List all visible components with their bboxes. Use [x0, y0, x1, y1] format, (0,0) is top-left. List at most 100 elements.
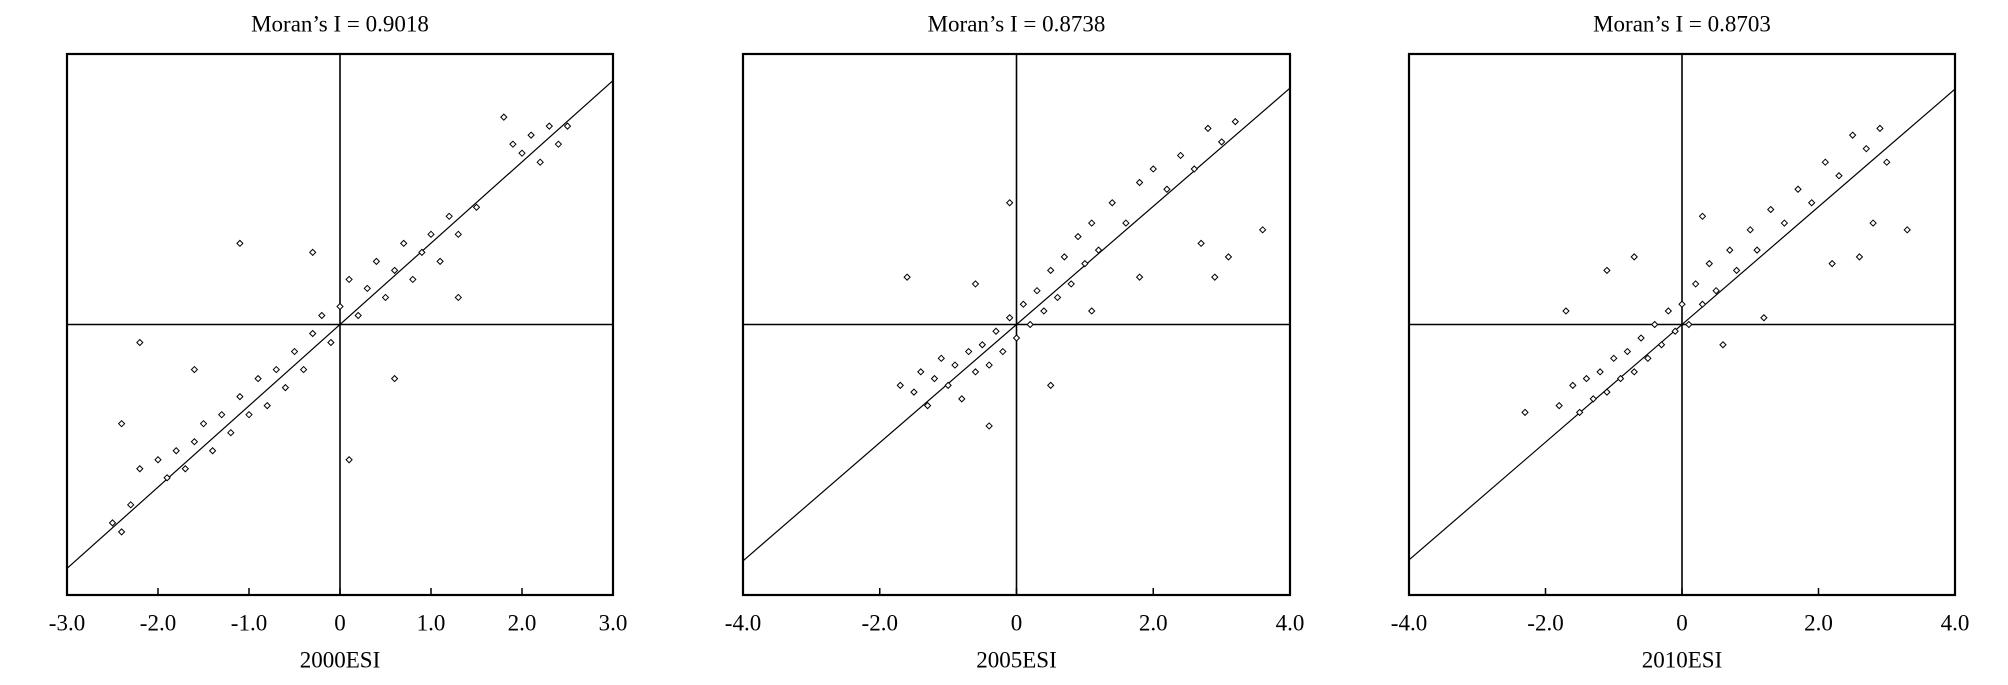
data-point: [308, 329, 317, 338]
data-point: [281, 383, 290, 392]
data-point: [136, 338, 144, 347]
data-point: [154, 456, 162, 464]
x-tick-label: 1.0: [417, 610, 446, 635]
data-point: [1664, 307, 1673, 315]
data-point: [1650, 320, 1659, 329]
data-point: [545, 122, 554, 130]
x-tick-label: 0: [1011, 610, 1023, 635]
x-axis-label: 2010ESI: [1642, 647, 1723, 672]
x-tick-label: 2.0: [508, 610, 537, 635]
data-point: [399, 239, 408, 248]
data-point: [1610, 354, 1618, 363]
data-point: [1190, 165, 1198, 173]
data-point: [1671, 327, 1679, 335]
x-tick-label: 2.0: [1804, 610, 1833, 635]
data-point: [971, 280, 980, 288]
data-point: [1176, 151, 1185, 160]
data-point: [1005, 199, 1014, 207]
data-point: [1712, 286, 1720, 295]
data-point: [1794, 185, 1802, 193]
data-point: [254, 374, 262, 383]
data-point: [236, 392, 244, 401]
data-point: [217, 410, 226, 419]
data-point: [327, 338, 335, 347]
data-point: [245, 410, 253, 419]
data-point: [1569, 381, 1577, 390]
data-point: [930, 374, 939, 383]
data-point: [1630, 253, 1638, 261]
data-point: [454, 230, 463, 239]
data-point: [1231, 117, 1240, 126]
x-tick-label: -2.0: [1527, 610, 1563, 635]
x-axis-label: 2005ESI: [976, 647, 1057, 672]
data-point: [1855, 253, 1864, 261]
x-tick-label: -2.0: [140, 610, 176, 635]
data-point: [536, 158, 544, 166]
data-point: [1698, 212, 1707, 221]
data-point: [1623, 347, 1632, 356]
data-point: [418, 248, 426, 257]
data-point: [1046, 266, 1055, 275]
data-point: [1040, 307, 1048, 315]
data-point: [1678, 300, 1686, 308]
data-point: [1053, 293, 1062, 302]
data-point: [1596, 368, 1604, 376]
data-point: [1582, 374, 1591, 383]
data-point: [345, 275, 353, 284]
data-point: [208, 447, 217, 455]
data-point: [992, 327, 1000, 335]
panel: Moran’s I = 0.8703 2010ESI -4.0 -2.0 0 2.0 4.0: [1391, 11, 1970, 672]
data-point: [1081, 259, 1089, 268]
data-point: [272, 365, 281, 374]
data-point: [290, 347, 299, 356]
data-point: [126, 501, 135, 509]
data-point: [390, 266, 399, 275]
data-point: [1869, 219, 1877, 227]
data-point: [372, 257, 381, 266]
data-point: [1630, 368, 1638, 376]
data-point: [1685, 320, 1693, 329]
data-point: [308, 248, 317, 257]
chart-title: Moran’s I = 0.9018: [251, 11, 429, 36]
data-point: [1019, 300, 1028, 308]
data-point: [1060, 253, 1069, 261]
data-point: [1108, 199, 1116, 207]
data-point: [1135, 273, 1144, 281]
data-point: [1088, 219, 1096, 227]
data-point: [1217, 138, 1226, 146]
data-point: [1603, 266, 1611, 275]
data-point: [1074, 232, 1082, 241]
data-point: [978, 341, 987, 349]
data-point: [181, 465, 190, 473]
data-point: [964, 347, 973, 356]
data-point: [1705, 259, 1714, 268]
data-point: [509, 140, 517, 148]
data-point: [1012, 334, 1021, 342]
data-point: [318, 311, 326, 320]
data-point: [390, 374, 399, 383]
x-tick-label: -3.0: [49, 610, 85, 635]
data-point: [527, 131, 535, 139]
data-point: [1088, 307, 1096, 315]
data-point: [472, 203, 481, 211]
data-point: [1807, 199, 1816, 207]
panel: Moran’s I = 0.8738 2005ESI -4.0 -2.0 0 2.0 4.0: [725, 11, 1305, 672]
data-point: [1657, 341, 1666, 349]
x-tick-label: 0: [334, 610, 346, 635]
data-point: [937, 354, 945, 363]
data-point: [190, 438, 199, 446]
data-point: [409, 275, 417, 284]
data-point: [1135, 178, 1144, 187]
data-point: [1046, 381, 1055, 390]
data-point: [1691, 280, 1700, 288]
data-point: [1033, 286, 1041, 295]
data-point: [227, 428, 235, 437]
data-point: [445, 212, 453, 221]
data-point: [1149, 165, 1157, 173]
data-point: [336, 302, 344, 311]
data-point: [1835, 172, 1843, 180]
data-point: [1204, 124, 1212, 133]
data-point: [518, 149, 526, 157]
x-tick-label: -4.0: [1391, 610, 1427, 635]
